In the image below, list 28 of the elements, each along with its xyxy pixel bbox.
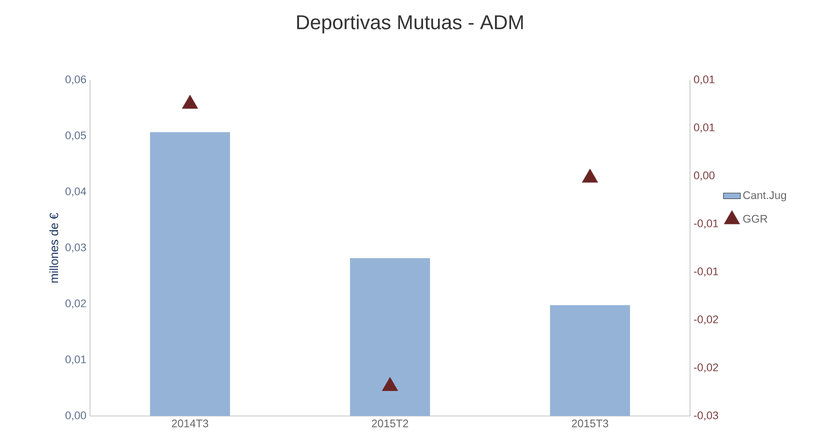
y2-tick-label: -0,01 (694, 267, 718, 277)
y2-tick-label: 0,00 (694, 171, 715, 181)
y2-tick-label: -0,03 (694, 411, 718, 421)
y-tick-label: 0,02 (65, 299, 86, 309)
point (182, 94, 198, 109)
y2-tick-label: -0,01 (694, 219, 718, 229)
x-tick-label: 2014T3 (172, 420, 208, 428)
y2-tick-label: -0,02 (694, 315, 718, 325)
bar (150, 132, 230, 416)
legend-label: Cant.Jug (743, 191, 786, 202)
y2-tick-label: 0,01 (694, 123, 714, 133)
y-axis-title: millones de € (49, 212, 58, 283)
y-tick-label: 0,01 (65, 355, 86, 365)
y-tick-label: 0,00 (65, 411, 86, 421)
y-tick-label: 0,05 (65, 131, 86, 141)
y2-tick-label: -0,02 (694, 363, 718, 373)
x-tick-label: 2015T2 (372, 420, 408, 428)
point (382, 377, 398, 391)
bar (550, 305, 630, 416)
bar (350, 258, 430, 416)
chart-title: Deportivas Mutuas - ADM (297, 14, 523, 34)
y-tick-label: 0,06 (65, 75, 86, 85)
x-tick-label: 2015T3 (572, 420, 608, 428)
y-tick-label: 0,03 (65, 243, 86, 253)
point (582, 168, 598, 183)
legend-label: GGR (743, 214, 768, 223)
y2-tick-label: 0,01 (694, 75, 714, 85)
y-tick-label: 0,04 (65, 187, 86, 197)
